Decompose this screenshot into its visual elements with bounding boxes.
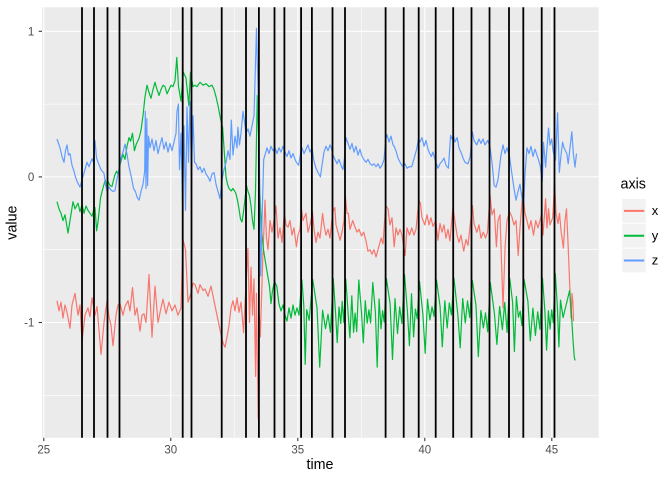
- svg-text:y: y: [652, 228, 659, 243]
- svg-text:25: 25: [37, 444, 50, 456]
- svg-text:x: x: [652, 203, 659, 218]
- svg-text:value: value: [5, 205, 21, 239]
- svg-text:-1: -1: [24, 318, 34, 330]
- svg-text:z: z: [652, 253, 659, 268]
- svg-text:axis: axis: [621, 176, 646, 192]
- svg-text:time: time: [306, 457, 333, 473]
- svg-text:0: 0: [28, 172, 34, 184]
- svg-text:1: 1: [28, 26, 34, 38]
- svg-text:35: 35: [291, 444, 304, 456]
- svg-text:40: 40: [418, 444, 431, 456]
- svg-text:45: 45: [545, 444, 558, 456]
- svg-text:30: 30: [164, 444, 177, 456]
